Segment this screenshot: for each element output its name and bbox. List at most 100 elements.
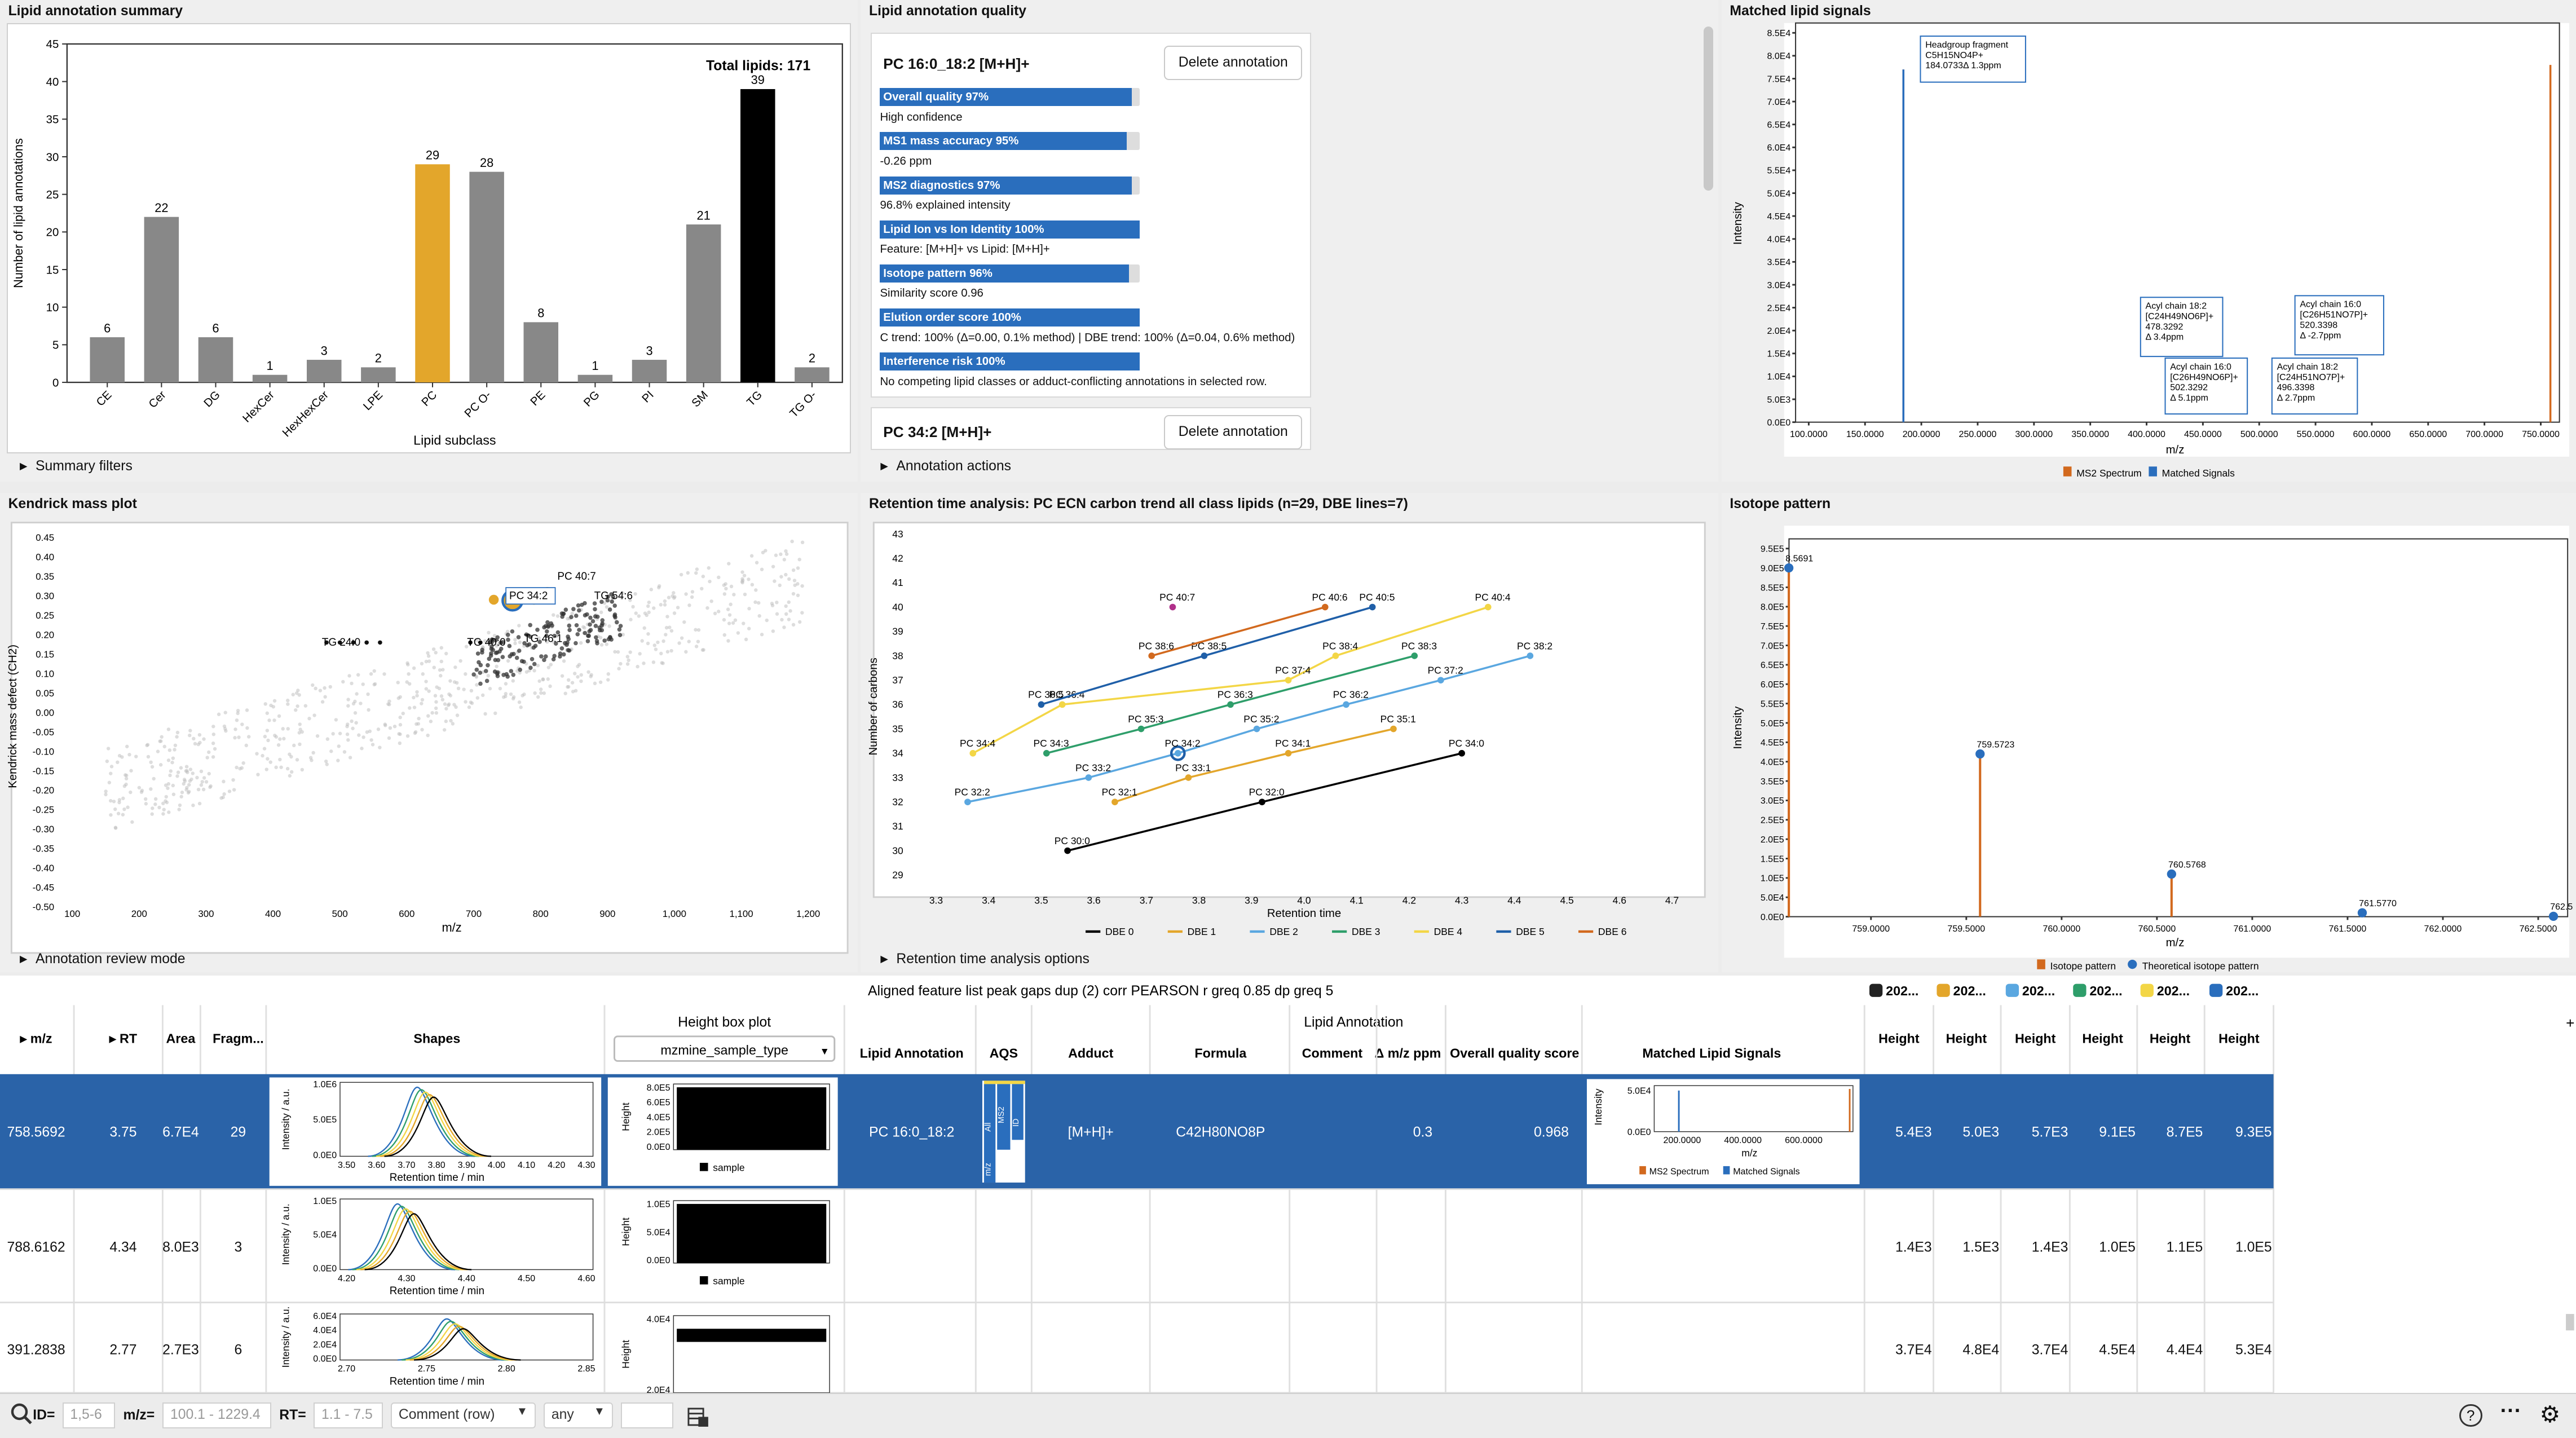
data-point [533, 691, 537, 695]
data-point [784, 612, 788, 616]
data-point [511, 678, 515, 683]
y-axis-label: Intensity [1732, 706, 1744, 749]
data-point [637, 614, 641, 618]
data-point [368, 729, 372, 733]
height-cell: 1.4E3 [2032, 1240, 2068, 1255]
y-tick-label: 9.0E5 [1761, 563, 1784, 574]
data-point [191, 771, 195, 775]
rt-options-toggle[interactable]: ▶ Retention time analysis options [880, 951, 1089, 967]
x-tick-label: 700.0000 [2465, 429, 2503, 439]
boxplot-y-tick: 6.0E5 [647, 1097, 671, 1108]
theoretical-point [2167, 869, 2176, 879]
quality-card-title: PC 34:2 [M+H]+ [883, 423, 992, 440]
delete-annotation-button[interactable]: Delete annotation [1164, 415, 1303, 450]
annotation-actions-toggle[interactable]: ▶ Annotation actions [880, 458, 1011, 474]
data-point [642, 661, 646, 665]
trend-line [1046, 654, 1415, 755]
quality-score-bar: Interference risk 100% [880, 352, 1140, 370]
data-point [112, 799, 116, 804]
data-point [741, 578, 745, 583]
x-tick-label: CE [94, 389, 114, 409]
data-point [392, 724, 397, 729]
filter-table-icon[interactable] [687, 1404, 710, 1435]
data-point [297, 692, 301, 697]
data-point [800, 611, 804, 615]
data-point [325, 762, 329, 766]
tg-point [483, 668, 488, 673]
tg-point [583, 601, 587, 606]
point-label: PC 33:2 [1075, 762, 1111, 773]
any-filter-select[interactable]: any ▼ [544, 1402, 613, 1429]
data-point [434, 700, 438, 704]
data-point [113, 807, 117, 811]
settings-gear-icon[interactable]: ⚙ [2539, 1401, 2561, 1427]
total-lipids-label: Total lipids: 171 [706, 58, 810, 73]
data-point [109, 771, 113, 775]
data-point [646, 641, 650, 645]
point-label: PC 34:0 [1449, 738, 1484, 749]
y-tick-label: 7.5E4 [1767, 74, 1790, 84]
trend-point [1458, 749, 1466, 757]
data-point [665, 650, 670, 654]
point-label: PC 36:5 [1029, 689, 1064, 700]
isotope-panel: Isotope pattern 0.0E0 5.0E4 1.0E5 1.5E5 2.0E… [1721, 492, 2576, 973]
aqs-bar-id [1012, 1084, 1024, 1140]
y-tick-label: 2.0E4 [1767, 326, 1790, 336]
data-point [643, 611, 647, 615]
trend-point [1138, 725, 1145, 733]
data-point [537, 636, 541, 640]
theoretical-point [1784, 563, 1794, 573]
search-icon[interactable] [10, 1401, 33, 1431]
tg-point [506, 637, 510, 642]
table-title: Aligned feature list peak gaps dup (2) c… [868, 983, 1333, 999]
data-point [278, 737, 282, 741]
data-point [690, 589, 695, 594]
quality-panel: Lipid annotation quality PC 16:0_18:2 [M… [861, 0, 1718, 482]
data-point [188, 729, 192, 733]
more-options-icon[interactable]: ··· [2500, 1399, 2522, 1423]
summary-filters-toggle[interactable]: ▶ Summary filters [20, 458, 133, 474]
triangle-right-icon: ▶ [19, 460, 28, 472]
x-tick-label: 100 [64, 908, 80, 919]
comment-filter-input[interactable] [621, 1402, 674, 1429]
data-point [224, 729, 228, 733]
mz-filter-input[interactable]: 100.1 - 1229.4 [162, 1402, 271, 1429]
y-tick-label: -0.10 [33, 746, 54, 757]
shape-y-tick: 5.0E4 [313, 1230, 337, 1240]
quality-score-detail: -0.26 ppm [880, 155, 932, 168]
data-point [291, 692, 295, 696]
trend-point [1369, 603, 1376, 611]
data-point [654, 647, 658, 651]
id-filter-label: ID= [33, 1407, 55, 1423]
data-point [519, 705, 523, 709]
point-label: PC 40:7 [557, 571, 596, 583]
x-tick-label: 1,100 [729, 908, 753, 919]
data-point [354, 721, 358, 725]
x-tick-label: 4.2 [1402, 894, 1416, 906]
data-point [722, 583, 726, 587]
id-filter-input[interactable]: 1,5-6 [62, 1402, 115, 1429]
data-point [757, 601, 761, 605]
theoretical-point [2357, 908, 2367, 918]
data-point [796, 581, 800, 586]
data-point [729, 584, 734, 588]
data-point [717, 609, 721, 614]
shape-y-label: Intensity / a.u. [280, 1307, 292, 1368]
tg-point [532, 661, 537, 666]
quality-scrollbar[interactable] [1703, 26, 1714, 191]
data-point [372, 682, 376, 686]
shape-trace [360, 1211, 467, 1271]
tg-point [590, 619, 596, 624]
data-point [244, 743, 248, 747]
bar-lpe [360, 367, 396, 382]
rt-filter-input[interactable]: 1.1 - 7.5 [314, 1402, 383, 1429]
data-point [296, 688, 300, 692]
delete-annotation-button[interactable]: Delete annotation [1164, 45, 1303, 80]
x-tick-label: PG [581, 389, 602, 409]
comment-filter-select[interactable]: Comment (row) ▼ [391, 1402, 536, 1429]
x-tick-label: 761.0000 [2233, 924, 2271, 934]
data-point [750, 583, 755, 586]
annotation-review-toggle[interactable]: ▶ Annotation review mode [20, 951, 186, 967]
help-icon[interactable]: ? [2459, 1404, 2482, 1427]
data-point [286, 726, 290, 731]
